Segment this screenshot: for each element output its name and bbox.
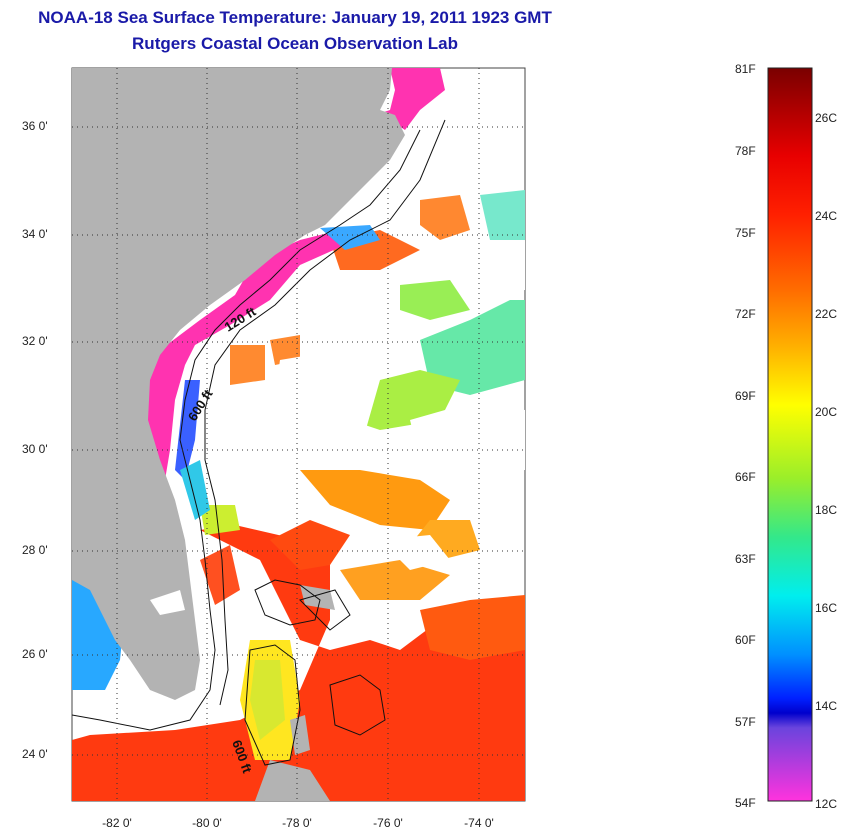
colorbar-label-f: 60F (735, 633, 756, 647)
colorbar-label-f: 69F (735, 389, 756, 403)
colorbar-label-c: 16C (815, 601, 838, 615)
colorbar-label-f: 66F (735, 470, 756, 484)
map-grid (72, 68, 525, 801)
colorbar-label-f: 54F (735, 796, 756, 810)
colorbar-label-c: 14C (815, 699, 838, 713)
map-subtitle: Rutgers Coastal Ocean Observation Lab (132, 34, 458, 53)
colorbar (767, 67, 813, 802)
map-title: NOAA-18 Sea Surface Temperature: January… (38, 8, 552, 27)
colorbar-label-f: 78F (735, 144, 756, 158)
lat-tick-label: 30 0' (22, 442, 48, 456)
cloud-cover (150, 240, 525, 615)
lat-tick-label: 34 0' (22, 227, 48, 241)
lon-tick-label: -76 0' (373, 816, 403, 830)
colorbar-label-f: 75F (735, 226, 756, 240)
land-mass-us (72, 68, 405, 700)
colorbar-label-f: 81F (735, 62, 756, 76)
warm-water-region (72, 470, 525, 801)
colorbar-label-f: 63F (735, 552, 756, 566)
lat-tick-label: 36 0' (22, 119, 48, 133)
colorbar-label-c: 20C (815, 405, 838, 419)
lat-tick-label: 26 0' (22, 647, 48, 661)
colorbar-label-c: 26C (815, 111, 838, 125)
colorbar-label-c: 12C (815, 797, 838, 811)
colorbar-label-f: 57F (735, 715, 756, 729)
land-mass-islands (255, 760, 330, 801)
colorbar-label-c: 18C (815, 503, 838, 517)
lat-tick-label: 24 0' (22, 747, 48, 761)
lon-tick-label: -82 0' (102, 816, 132, 830)
colorbar-label-c: 22C (815, 307, 838, 321)
bathymetry-contours (72, 119, 446, 766)
colorbar-label-f: 72F (735, 307, 756, 321)
lon-tick-label: -80 0' (192, 816, 222, 830)
lon-tick-label: -78 0' (282, 816, 312, 830)
lon-tick-label: -74 0' (464, 816, 494, 830)
colorbar-label-c: 24C (815, 209, 838, 223)
lat-tick-label: 28 0' (22, 543, 48, 557)
lat-tick-label: 32 0' (22, 334, 48, 348)
